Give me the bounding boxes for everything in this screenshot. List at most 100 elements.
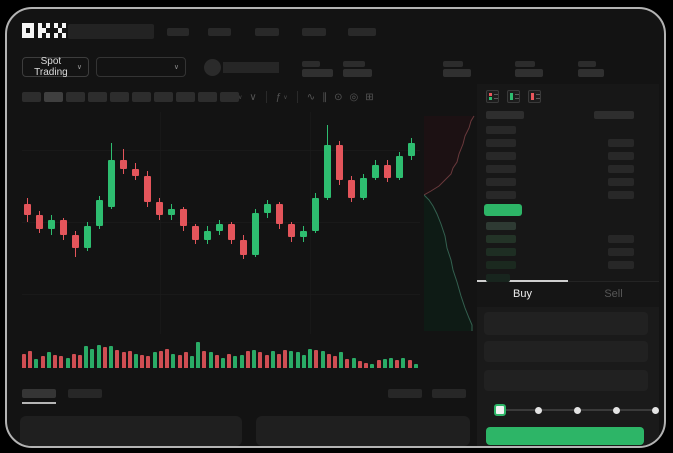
volume-bar bbox=[127, 351, 132, 368]
ticker-stat-label bbox=[302, 61, 320, 67]
volume-bar bbox=[189, 356, 194, 368]
volume-bar bbox=[407, 360, 412, 368]
volume-bar bbox=[177, 355, 182, 368]
timeframe-button[interactable] bbox=[110, 92, 129, 102]
volume-bar bbox=[270, 351, 275, 368]
pair-select-dropdown[interactable]: ∨ bbox=[96, 57, 186, 77]
book-buy-icon[interactable] bbox=[507, 90, 520, 103]
pair-avatar[interactable] bbox=[204, 59, 221, 76]
bid-row-price[interactable] bbox=[486, 222, 516, 230]
drawing-tools-icon[interactable]: ∿ bbox=[306, 91, 316, 103]
timeframe-button[interactable] bbox=[22, 92, 41, 102]
candlestick-chart[interactable] bbox=[22, 112, 420, 332]
ask-row-price[interactable] bbox=[486, 178, 516, 186]
volume-bar bbox=[133, 353, 138, 368]
timeframe-button[interactable] bbox=[220, 92, 239, 102]
timeframe-button[interactable] bbox=[66, 92, 85, 102]
chart-layout-icon[interactable]: ∨ bbox=[249, 91, 257, 103]
tab-sell[interactable]: Sell bbox=[604, 288, 623, 300]
timeframe-button[interactable] bbox=[154, 92, 173, 102]
fullscreen-icon[interactable]: ⊞ bbox=[365, 91, 374, 103]
ask-row-price[interactable] bbox=[486, 126, 516, 134]
nav-item[interactable] bbox=[167, 28, 189, 36]
bid-row-price[interactable] bbox=[486, 274, 510, 282]
volume-bar bbox=[221, 357, 226, 368]
volume-bar bbox=[264, 355, 269, 368]
slider-handle[interactable] bbox=[494, 404, 506, 416]
screenshot-icon[interactable]: ⊙ bbox=[334, 91, 343, 103]
volume-bar bbox=[320, 351, 325, 368]
volume-bar bbox=[239, 355, 244, 368]
timeframe-button[interactable] bbox=[132, 92, 151, 102]
slider-step[interactable] bbox=[612, 406, 620, 414]
candle-body bbox=[204, 230, 211, 240]
volume-bar bbox=[40, 356, 45, 368]
buy-submit-button[interactable] bbox=[486, 427, 644, 445]
app-window: Spot Trading ∨ ∨ ∨ ∨ ƒ ∨ ∿ ∥ ⊙ ◎ ⊞ Bu bbox=[5, 7, 666, 448]
bid-row-price[interactable] bbox=[486, 261, 516, 269]
tab-buy[interactable]: Buy bbox=[513, 288, 532, 300]
compare-icon[interactable]: ∥ bbox=[322, 91, 328, 103]
nav-item[interactable] bbox=[255, 28, 279, 36]
candle-body bbox=[72, 235, 79, 249]
volume-bar bbox=[357, 360, 362, 368]
volume-bar bbox=[314, 349, 319, 368]
depth-chart bbox=[424, 115, 475, 331]
bottom-tab[interactable] bbox=[68, 389, 102, 398]
okx-logo[interactable] bbox=[22, 23, 66, 39]
candle-body bbox=[372, 164, 379, 178]
volume-bar bbox=[370, 364, 375, 368]
ask-row-price[interactable] bbox=[486, 191, 516, 199]
bid-row-price[interactable] bbox=[486, 248, 516, 256]
toolbar-divider bbox=[296, 91, 298, 103]
bid-row-price[interactable] bbox=[486, 235, 516, 243]
market-type-label: Spot Trading bbox=[34, 56, 68, 78]
volume-bar bbox=[388, 358, 393, 368]
indicators-icon[interactable]: ƒ ∨ bbox=[275, 91, 288, 103]
ask-row-price[interactable] bbox=[486, 139, 516, 147]
settings-icon[interactable]: ◎ bbox=[349, 91, 359, 103]
timeframe-button[interactable] bbox=[44, 92, 63, 102]
amount-field[interactable] bbox=[484, 341, 648, 362]
volume-bar bbox=[22, 353, 26, 368]
ask-row-amount bbox=[608, 165, 634, 173]
gridline bbox=[22, 222, 420, 223]
candle-body bbox=[144, 175, 151, 203]
bottom-tab-active[interactable] bbox=[22, 389, 56, 398]
nav-item[interactable] bbox=[302, 28, 326, 36]
slider-step[interactable] bbox=[574, 406, 581, 414]
chevron-down-icon: ∨ bbox=[76, 63, 82, 71]
bottom-action-button[interactable] bbox=[432, 389, 466, 398]
timeframe-button[interactable] bbox=[198, 92, 217, 102]
ask-row-amount bbox=[608, 139, 634, 147]
pair-title-placeholder bbox=[68, 24, 154, 39]
volume-bar bbox=[308, 348, 313, 368]
volume-bar bbox=[413, 363, 418, 368]
slider-step[interactable] bbox=[651, 406, 659, 414]
slider-step[interactable] bbox=[535, 406, 543, 414]
candle-body bbox=[216, 224, 223, 231]
volume-bar bbox=[96, 344, 101, 368]
total-field[interactable] bbox=[484, 370, 648, 391]
volume-bar bbox=[115, 349, 120, 368]
nav-item[interactable] bbox=[208, 28, 231, 36]
ask-row-price[interactable] bbox=[486, 165, 516, 173]
candle-body bbox=[96, 200, 103, 227]
bottom-tab-indicator bbox=[22, 402, 56, 404]
volume-bar bbox=[401, 357, 406, 368]
price-field[interactable] bbox=[484, 312, 648, 335]
nav-item[interactable] bbox=[348, 28, 376, 36]
ticker-stat-label bbox=[343, 61, 365, 67]
last-price-badge[interactable] bbox=[484, 204, 522, 216]
timeframe-button[interactable] bbox=[88, 92, 107, 102]
candle-body bbox=[84, 226, 91, 249]
candle-body bbox=[276, 204, 283, 225]
ask-row-price[interactable] bbox=[486, 152, 516, 160]
market-type-dropdown[interactable]: Spot Trading ∨ bbox=[22, 56, 89, 78]
bottom-action-button[interactable] bbox=[388, 389, 422, 398]
volume-bar bbox=[395, 359, 400, 368]
timeframe-button[interactable] bbox=[176, 92, 195, 102]
volume-bar bbox=[102, 347, 107, 368]
book-sell-icon[interactable] bbox=[528, 90, 541, 103]
book-combined-icon[interactable] bbox=[486, 90, 499, 103]
